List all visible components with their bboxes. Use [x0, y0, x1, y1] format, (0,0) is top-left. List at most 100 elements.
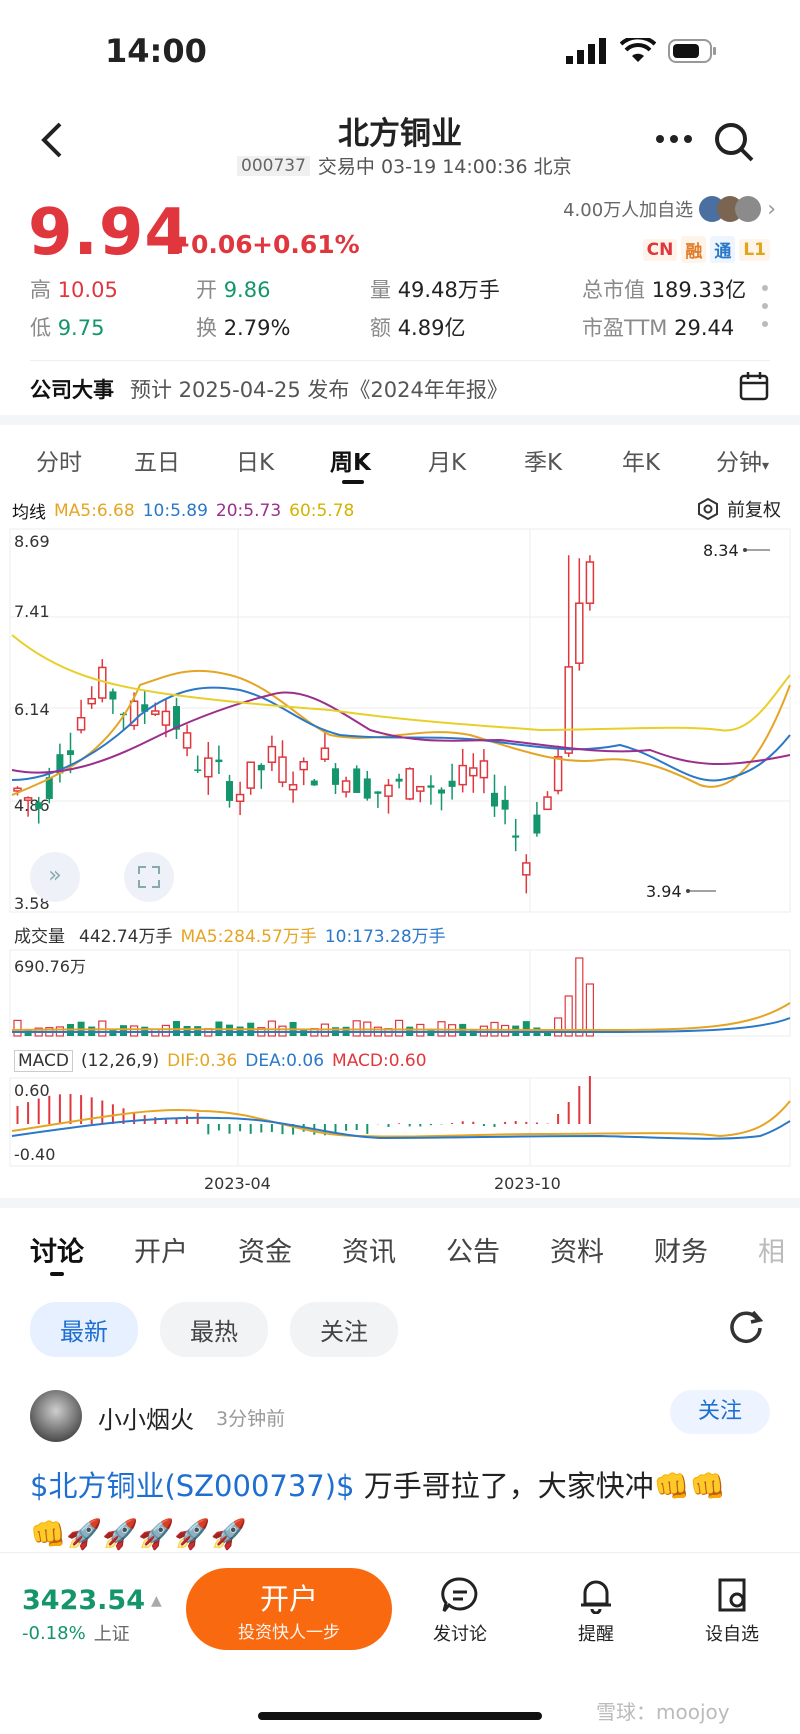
alert-button[interactable]: 提醒 [556, 1576, 636, 1646]
tab-monthly-k[interactable]: 月K [428, 450, 467, 476]
candle [182, 732, 192, 749]
avatar[interactable] [30, 1390, 82, 1442]
badge-connect: 通 [710, 236, 736, 263]
adjust-button[interactable]: 前复权 [697, 496, 781, 522]
tab-intraday[interactable]: 分时 [36, 450, 82, 476]
badge-l1: L1 [739, 238, 770, 261]
tab-weekly-k[interactable]: 周K [330, 450, 371, 476]
candle [141, 704, 149, 712]
candle [512, 835, 520, 838]
candle [173, 706, 180, 730]
candle [299, 760, 308, 771]
candle [288, 784, 298, 791]
tab-discussion[interactable]: 讨论 [30, 1237, 84, 1268]
tab-more[interactable]: 相 [758, 1237, 785, 1268]
tab-open-account[interactable]: 开户 [134, 1237, 188, 1268]
volume-bar [161, 1024, 170, 1037]
open-account-button[interactable]: 开户 投资快人一步 [186, 1568, 392, 1650]
badges: CN 融 通 L1 [639, 236, 770, 263]
ma5-value: MA5:6.68 [54, 500, 135, 521]
volume-bar [575, 957, 584, 1037]
volume-tick-label: 690.76万 [14, 957, 86, 976]
index-ticker[interactable]: 3423.54 ▲ [22, 1585, 162, 1616]
ma20-line [11, 691, 791, 774]
macd-tick-label: 0.60 [14, 1081, 50, 1100]
tab-minute[interactable]: 分钟▾ [716, 450, 770, 476]
watermark: 雪球：moojoy [596, 1700, 730, 1724]
home-indicator [258, 1712, 542, 1720]
candle [109, 691, 117, 700]
followers-row[interactable]: 4.00万人加自选 › [563, 196, 776, 222]
post-username[interactable]: 小小烟火 [98, 1406, 194, 1434]
tab-quarterly-k[interactable]: 季K [524, 450, 563, 476]
section-gap [0, 1198, 800, 1208]
chat-bubble-icon [441, 1577, 478, 1612]
filter-latest[interactable]: 最新 [30, 1302, 138, 1357]
macd-chart: 0.60 -0.40 [9, 1076, 791, 1167]
refresh-icon [730, 1310, 764, 1343]
y-tick-label: 3.58 [14, 894, 50, 913]
volume-bar [183, 1025, 191, 1036]
stat-pe-ttm: 市盈TTM 29.44 [582, 316, 735, 340]
candle [405, 768, 414, 800]
triangle-up-icon: ▲ [150, 1592, 162, 1609]
tab-funds[interactable]: 资金 [238, 1237, 292, 1268]
volume-bar [13, 1019, 22, 1037]
x-tick-label: 2023-04 [204, 1174, 271, 1193]
tab-yearly-k[interactable]: 年K [622, 450, 661, 476]
post-emoji: 👊🚀🚀🚀🚀🚀 [30, 1517, 247, 1551]
tab-daily-k[interactable]: 日K [236, 450, 275, 476]
tab-finance[interactable]: 财务 [654, 1237, 708, 1268]
ma-legend: 均线 MA5:6.68 10:5.89 20:5.73 60:5.78 [12, 498, 355, 524]
candle [76, 716, 86, 731]
tab-five-day[interactable]: 五日 [134, 450, 180, 476]
tab-news[interactable]: 资讯 [342, 1237, 396, 1268]
company-event[interactable]: 公司大事 预计 2025-04-25 发布《2024年年报》 [30, 374, 508, 404]
candle [226, 781, 233, 801]
stock-link[interactable]: $北方铜业(SZ000737)$ [30, 1469, 355, 1503]
more-button[interactable] [654, 124, 694, 158]
candle [215, 759, 223, 763]
back-button[interactable] [40, 120, 64, 164]
expand-left-button[interactable]: » [30, 852, 80, 902]
dif-line [11, 1100, 791, 1138]
post-time: 3分钟前 [216, 1408, 286, 1430]
refresh-button[interactable] [726, 1306, 766, 1350]
post-discussion-button[interactable]: 发讨论 [420, 1576, 500, 1646]
calendar-button[interactable] [738, 370, 770, 406]
candle [353, 768, 361, 793]
candle [533, 814, 541, 834]
active-tab-indicator [342, 480, 364, 484]
search-button[interactable] [712, 120, 756, 168]
discussion-tabs: 讨论 开户 资金 资讯 公告 资料 财务 相 [0, 1230, 800, 1280]
ma10-value: 10:5.89 [142, 500, 208, 521]
follow-button[interactable]: 关注 [670, 1390, 770, 1434]
stat-volume: 量 49.48万手 [370, 278, 500, 302]
candle [522, 862, 531, 876]
candle [448, 780, 456, 787]
post-content: $北方铜业(SZ000737)$ 万手哥拉了，大家快冲👊👊 👊🚀🚀🚀🚀🚀 [30, 1462, 770, 1558]
filter-hot[interactable]: 最热 [160, 1302, 268, 1357]
candle [257, 764, 265, 771]
candle [363, 778, 371, 799]
vertical-dots-icon [762, 285, 768, 327]
tab-announcements[interactable]: 公告 [446, 1237, 500, 1268]
tab-profile[interactable]: 资料 [550, 1237, 604, 1268]
avatar [735, 196, 762, 222]
filter-following[interactable]: 关注 [290, 1302, 398, 1357]
add-watchlist-button[interactable]: 设自选 [692, 1576, 772, 1646]
candle [384, 784, 393, 797]
badge-cn: CN [642, 238, 678, 261]
candle [23, 797, 33, 801]
fullscreen-button[interactable] [124, 852, 174, 902]
ma60-value: 60:5.78 [289, 500, 355, 521]
stats-more-button[interactable] [760, 282, 770, 336]
candle [332, 768, 339, 785]
candle [13, 787, 22, 792]
event-label: 公司大事 [30, 378, 114, 402]
stat-high: 高 10.05 [30, 278, 118, 302]
stat-low: 低 9.75 [30, 316, 105, 340]
price-chart[interactable]: 8.69 7.41 6.14 4.86 3.58 8.34 3.94 [0, 525, 800, 915]
volume-legend: 成交量 442.74万手 MA5:284.57万手 10:173.28万手 [14, 927, 446, 947]
candle [67, 750, 74, 755]
